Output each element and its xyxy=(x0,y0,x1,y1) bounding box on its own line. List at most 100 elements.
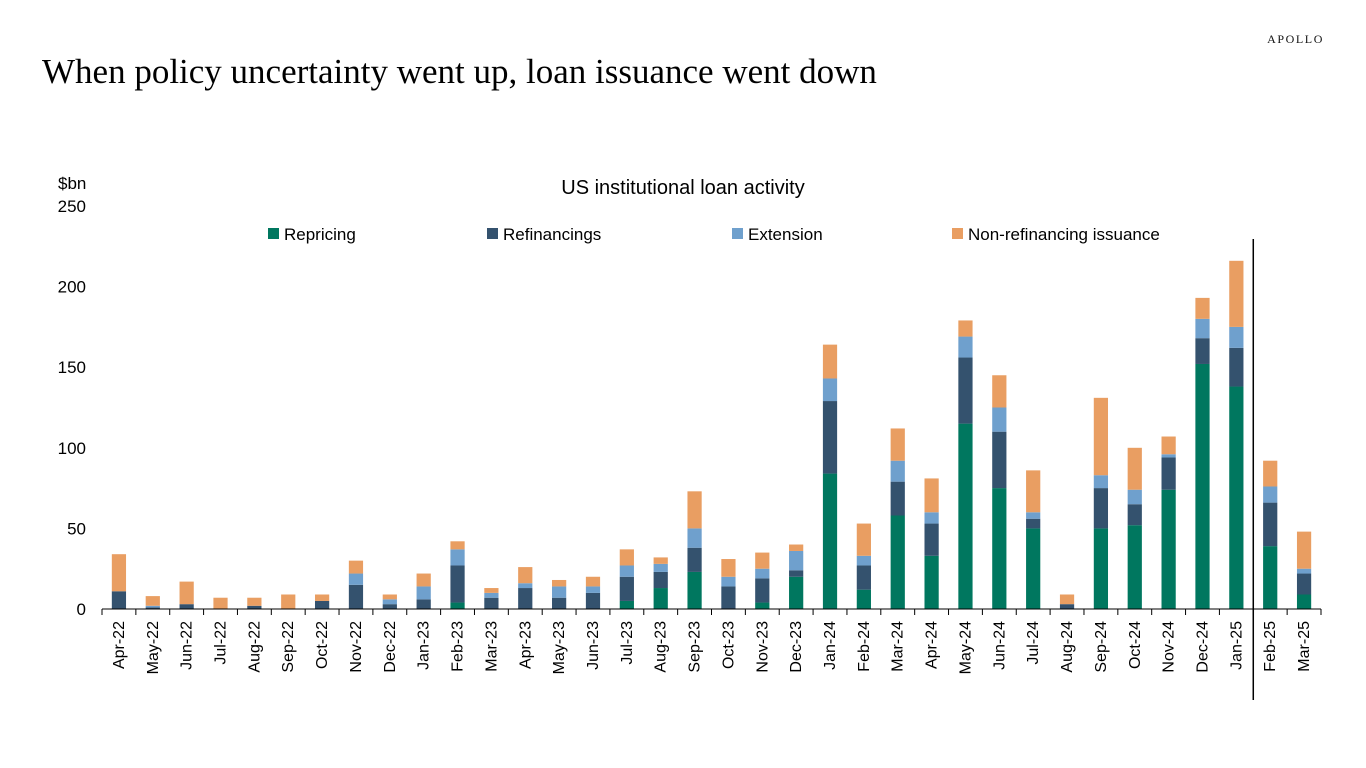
x-tick-label: Dec-23 xyxy=(788,621,805,673)
bar-segment xyxy=(890,460,905,482)
chart-title: US institutional loan activity xyxy=(561,177,804,199)
bar-segment xyxy=(1296,594,1312,609)
bar-segment xyxy=(1195,318,1210,339)
bar-segment xyxy=(1263,502,1278,547)
bar-segment xyxy=(856,565,871,590)
bar-segment xyxy=(619,600,634,609)
x-tick-label: Jun-23 xyxy=(585,621,602,670)
bar-segment xyxy=(1127,447,1142,490)
bar-segment xyxy=(179,604,194,609)
bar-segment xyxy=(653,571,668,589)
bar-segment xyxy=(1195,338,1210,364)
bar-segment xyxy=(552,579,567,587)
x-tick-label: Apr-22 xyxy=(111,621,128,669)
y-tick-label: 200 xyxy=(58,278,86,297)
x-tick-label: Jan-23 xyxy=(416,621,433,670)
bar-segment xyxy=(484,588,499,593)
legend-swatch xyxy=(732,228,743,239)
bar-segment xyxy=(1161,436,1176,455)
bar-segment xyxy=(145,605,160,608)
bar-segment xyxy=(382,594,397,600)
bar-segment xyxy=(755,568,770,579)
bar-segment xyxy=(1059,594,1075,605)
bar-segment xyxy=(382,604,397,609)
bar-segment xyxy=(111,591,127,609)
x-tick-label: Sep-24 xyxy=(1093,621,1110,673)
bar-segment xyxy=(585,592,601,609)
bar-segment xyxy=(484,592,499,598)
bar-segment xyxy=(348,560,364,574)
legend-swatch xyxy=(952,228,963,239)
bar-segment xyxy=(552,597,567,609)
x-tick-label: Mar-23 xyxy=(483,621,500,672)
y-axis-label: $bn xyxy=(58,174,86,193)
bar-segment xyxy=(755,552,770,569)
x-tick-label: May-24 xyxy=(957,621,974,674)
bar-segment xyxy=(721,559,736,577)
x-tick-label: Mar-25 xyxy=(1296,621,1313,672)
legend-swatch xyxy=(268,228,279,239)
bar-segment xyxy=(450,565,465,603)
brand-logo: APOLLO xyxy=(1267,32,1324,46)
bar-segment xyxy=(619,576,634,601)
bar-segment xyxy=(721,576,736,587)
x-tick-label: Nov-22 xyxy=(348,621,365,673)
bar-segment xyxy=(1026,528,1041,609)
bar-segment xyxy=(822,344,838,379)
bar-segment xyxy=(1296,531,1312,569)
bar-segment xyxy=(1161,454,1176,458)
x-tick-label: Jan-25 xyxy=(1228,621,1245,670)
x-tick-label: Feb-23 xyxy=(450,621,467,672)
bar-segment xyxy=(822,401,838,474)
bar-segment xyxy=(281,594,296,609)
x-tick-label: Apr-23 xyxy=(517,621,534,669)
bar-segment xyxy=(924,478,939,513)
bar-segment xyxy=(247,605,262,609)
x-tick-label: Jul-22 xyxy=(213,621,230,665)
bar-segment xyxy=(721,586,736,609)
bar-segment xyxy=(1093,528,1109,609)
bar-segment xyxy=(856,589,871,609)
bar-segment xyxy=(145,607,160,609)
legend-swatch xyxy=(487,228,498,239)
bar-segment xyxy=(382,599,397,605)
legend-label: Extension xyxy=(748,225,823,244)
bar-segment xyxy=(416,586,431,600)
y-tick-label: 50 xyxy=(67,519,86,538)
bar-segment xyxy=(1026,512,1041,519)
x-tick-label: Jun-22 xyxy=(179,621,196,670)
bar-segment xyxy=(958,320,973,337)
bar-segment xyxy=(789,570,804,577)
bar-segment xyxy=(992,431,1007,489)
bar-segment xyxy=(856,555,871,566)
bar-segment xyxy=(755,578,770,603)
page-title: When policy uncertainty went up, loan is… xyxy=(42,52,877,91)
bar-segment xyxy=(111,554,127,592)
x-tick-label: Feb-24 xyxy=(856,621,873,672)
bar-segment xyxy=(518,588,533,609)
bar-segment xyxy=(890,481,905,516)
bar-segment xyxy=(856,523,871,556)
bar-segment xyxy=(1296,568,1312,574)
x-tick-label: Oct-24 xyxy=(1127,621,1144,669)
bar-segment xyxy=(1026,518,1041,529)
bar-segment xyxy=(924,512,939,524)
bar-segment xyxy=(416,573,431,587)
bar-segment xyxy=(348,573,364,585)
bar-segment xyxy=(890,515,905,609)
bar-segment xyxy=(518,567,533,584)
bar-segment xyxy=(958,357,973,424)
bar-segment xyxy=(348,584,364,609)
bar-segment xyxy=(1093,397,1109,476)
x-tick-label: Apr-24 xyxy=(924,621,941,669)
legend-label: Repricing xyxy=(284,225,356,244)
bar-segment xyxy=(1127,489,1142,505)
x-tick-label: Feb-25 xyxy=(1262,621,1279,672)
x-tick-label: Jan-24 xyxy=(822,621,839,670)
bar-segment xyxy=(1229,326,1244,348)
bar-segment xyxy=(789,576,804,609)
bar-segment xyxy=(1229,260,1244,327)
bar-segment xyxy=(687,491,702,529)
bar-segment xyxy=(890,428,905,461)
bar-segment xyxy=(1161,489,1176,609)
